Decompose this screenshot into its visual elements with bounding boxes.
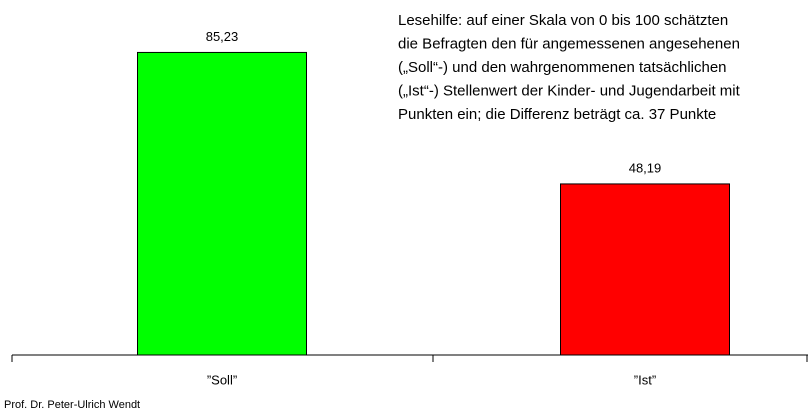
value-label: 48,19 — [629, 160, 662, 175]
bar — [560, 183, 730, 356]
annotation-line: („Soll“-) und den wahrgenommenen tatsäch… — [398, 59, 727, 76]
x-tick-label: ”Ist” — [634, 372, 656, 387]
value-label: 85,23 — [206, 29, 239, 44]
annotation-line: Lesehilfe: auf einer Skala von 0 bis 100… — [398, 12, 728, 29]
footer: Prof. Dr. Peter-Ulrich Wendt — [4, 399, 140, 411]
annotation-line: Punkten ein; die Differenz beträgt ca. 3… — [398, 106, 716, 123]
bar — [137, 51, 307, 356]
annotation-line: („Ist“-) Stellenwert der Kinder- und Jug… — [398, 82, 741, 99]
annotation-line: die Befragten den für angemessenen anges… — [398, 35, 740, 52]
x-tick-label: ”Soll” — [207, 372, 237, 387]
